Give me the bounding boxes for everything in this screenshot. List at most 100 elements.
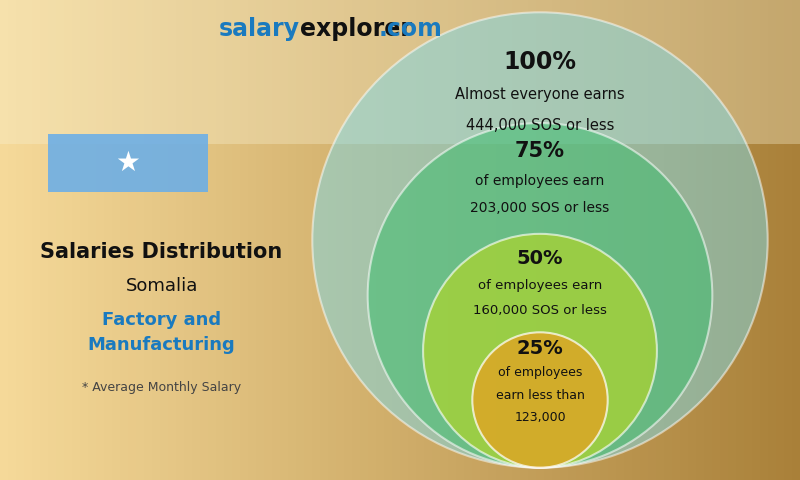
Bar <box>88 0 96 480</box>
Bar <box>160 0 168 480</box>
Bar <box>496 0 504 480</box>
Bar <box>224 0 232 480</box>
Bar <box>8 0 16 480</box>
Bar <box>56 0 64 480</box>
Bar <box>168 0 176 480</box>
Bar <box>768 0 776 480</box>
Text: earn less than: earn less than <box>495 389 585 402</box>
Bar <box>272 0 280 480</box>
Bar <box>648 0 656 480</box>
Bar <box>192 0 200 480</box>
Text: of employees earn: of employees earn <box>478 279 602 292</box>
Bar <box>48 0 56 480</box>
Bar <box>368 0 376 480</box>
Bar <box>488 0 496 480</box>
Circle shape <box>312 12 768 468</box>
Bar <box>184 0 192 480</box>
Bar <box>0 0 8 480</box>
Bar <box>176 0 184 480</box>
Bar <box>576 0 584 480</box>
Bar <box>80 0 88 480</box>
Text: Almost everyone earns: Almost everyone earns <box>455 87 625 102</box>
Bar <box>0 0 800 144</box>
Bar <box>32 0 40 480</box>
Bar <box>288 0 296 480</box>
Bar <box>264 0 272 480</box>
Bar <box>376 0 384 480</box>
Bar <box>328 0 336 480</box>
Bar <box>552 0 560 480</box>
Text: Factory and
Manufacturing: Factory and Manufacturing <box>88 311 235 354</box>
Bar <box>360 0 368 480</box>
Bar <box>136 0 144 480</box>
Text: * Average Monthly Salary: * Average Monthly Salary <box>82 381 241 394</box>
Bar <box>624 0 632 480</box>
Bar <box>520 0 528 480</box>
Bar <box>784 0 792 480</box>
Bar <box>680 0 688 480</box>
Bar <box>344 0 352 480</box>
Bar <box>712 0 720 480</box>
Text: Somalia: Somalia <box>126 276 198 295</box>
Bar <box>152 0 160 480</box>
Text: 100%: 100% <box>503 49 577 73</box>
Bar <box>424 0 432 480</box>
Bar <box>352 0 360 480</box>
Bar <box>64 0 72 480</box>
Bar <box>408 0 416 480</box>
Bar <box>440 0 448 480</box>
Text: of employees: of employees <box>498 366 582 379</box>
Bar <box>400 0 408 480</box>
Bar <box>464 0 472 480</box>
Bar <box>632 0 640 480</box>
Bar <box>304 0 312 480</box>
Bar <box>240 0 248 480</box>
Bar <box>104 0 112 480</box>
Text: 50%: 50% <box>517 249 563 268</box>
Bar <box>760 0 768 480</box>
Text: of employees earn: of employees earn <box>475 174 605 188</box>
Text: 203,000 SOS or less: 203,000 SOS or less <box>470 201 610 215</box>
FancyBboxPatch shape <box>43 132 213 194</box>
Text: 75%: 75% <box>515 142 565 161</box>
Bar <box>616 0 624 480</box>
Circle shape <box>472 332 608 468</box>
Bar <box>40 0 48 480</box>
Text: 123,000: 123,000 <box>514 411 566 424</box>
Bar <box>704 0 712 480</box>
Bar <box>336 0 344 480</box>
Bar <box>776 0 784 480</box>
Bar <box>432 0 440 480</box>
Text: 444,000 SOS or less: 444,000 SOS or less <box>466 118 614 133</box>
Bar <box>656 0 664 480</box>
Bar <box>296 0 304 480</box>
Bar <box>200 0 208 480</box>
Bar <box>472 0 480 480</box>
Text: 160,000 SOS or less: 160,000 SOS or less <box>473 304 607 317</box>
Bar <box>96 0 104 480</box>
Bar <box>664 0 672 480</box>
Bar <box>688 0 696 480</box>
Bar <box>640 0 648 480</box>
Circle shape <box>423 234 657 468</box>
Bar <box>600 0 608 480</box>
Bar <box>752 0 760 480</box>
Bar <box>392 0 400 480</box>
Bar <box>24 0 32 480</box>
Text: Salaries Distribution: Salaries Distribution <box>41 242 282 262</box>
Bar <box>728 0 736 480</box>
Bar <box>256 0 264 480</box>
Bar <box>744 0 752 480</box>
Bar <box>208 0 216 480</box>
Bar <box>72 0 80 480</box>
Bar <box>16 0 24 480</box>
Bar <box>696 0 704 480</box>
Bar <box>456 0 464 480</box>
Bar <box>248 0 256 480</box>
Bar <box>128 0 136 480</box>
Bar <box>384 0 392 480</box>
Bar <box>528 0 536 480</box>
Bar <box>736 0 744 480</box>
Bar <box>720 0 728 480</box>
Bar <box>568 0 576 480</box>
